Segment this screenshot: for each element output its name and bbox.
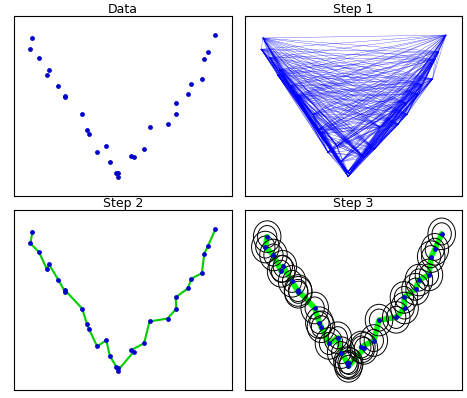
Point [83, 127, 91, 133]
Point [358, 344, 365, 350]
Title: Step 1: Step 1 [333, 3, 374, 16]
Point [78, 305, 86, 312]
Point [114, 174, 121, 180]
Point [401, 305, 408, 311]
Point [294, 287, 302, 294]
Point [316, 320, 323, 326]
Point [289, 278, 296, 285]
Point [106, 353, 113, 359]
Point [141, 340, 148, 346]
Point [27, 240, 34, 247]
Point [85, 131, 92, 137]
Point [438, 231, 446, 237]
Point [45, 66, 52, 73]
Point [146, 124, 153, 131]
Point [114, 365, 122, 371]
Point [130, 154, 137, 161]
Point [205, 243, 212, 249]
Point [130, 349, 137, 355]
Point [425, 272, 433, 278]
Point [146, 318, 153, 325]
Point [172, 100, 179, 106]
Point [164, 315, 171, 322]
Point [164, 121, 171, 127]
Point [415, 277, 423, 283]
Point [270, 252, 277, 258]
Point [198, 76, 205, 82]
Point [184, 91, 191, 98]
Point [78, 111, 86, 117]
Point [173, 111, 180, 117]
Title: Data: Data [108, 3, 138, 16]
Point [113, 170, 120, 176]
Point [346, 360, 353, 367]
Point [200, 250, 208, 257]
Point [28, 229, 36, 236]
Point [212, 226, 219, 232]
Point [43, 266, 51, 273]
Point [61, 94, 69, 101]
Point [45, 261, 52, 267]
Point [61, 92, 68, 99]
Point [370, 338, 377, 344]
Point [114, 368, 121, 374]
Point [334, 334, 341, 341]
Point [212, 32, 219, 38]
Point [172, 294, 179, 300]
Point [400, 294, 408, 300]
Point [114, 170, 122, 177]
Point [205, 49, 212, 55]
Point [277, 268, 285, 275]
Point [93, 149, 101, 155]
Point [184, 285, 191, 292]
Point [279, 263, 287, 269]
Point [263, 233, 271, 240]
Point [200, 56, 208, 62]
Point [311, 305, 318, 311]
Point [325, 340, 333, 347]
Point [173, 305, 180, 312]
Point [198, 270, 205, 276]
Point [103, 143, 110, 149]
Point [93, 343, 101, 349]
Point [113, 364, 120, 370]
Point [345, 363, 352, 370]
Point [43, 72, 51, 78]
Point [127, 153, 135, 159]
Point [262, 244, 269, 250]
Point [55, 83, 62, 89]
Point [188, 81, 195, 88]
Point [375, 317, 383, 323]
Point [344, 359, 351, 366]
Point [141, 146, 148, 152]
Title: Step 2: Step 2 [103, 197, 143, 210]
Point [61, 287, 68, 293]
Point [317, 324, 325, 330]
Point [35, 55, 42, 61]
Point [61, 289, 69, 295]
Point [295, 289, 302, 295]
Point [188, 275, 195, 282]
Point [103, 337, 110, 343]
Point [127, 347, 135, 353]
Point [83, 321, 91, 328]
Point [28, 35, 36, 41]
Point [27, 46, 34, 53]
Point [55, 277, 62, 283]
Point [35, 249, 42, 255]
Point [85, 326, 92, 332]
Point [392, 314, 400, 320]
Point [412, 286, 419, 293]
Point [431, 246, 439, 252]
Point [106, 159, 113, 165]
Title: Step 3: Step 3 [333, 197, 374, 210]
Point [360, 345, 368, 351]
Point [427, 254, 435, 260]
Point [338, 349, 345, 356]
